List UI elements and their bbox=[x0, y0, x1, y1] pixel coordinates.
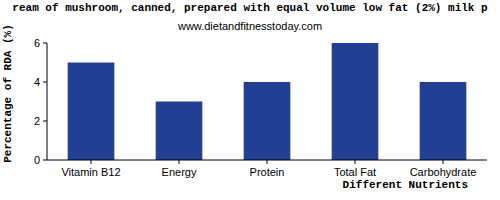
chart-svg: ream of mushroom, canned, prepared with … bbox=[0, 0, 500, 200]
subtitle: www.dietandfitnesstoday.com bbox=[177, 20, 322, 32]
x-tick bbox=[355, 160, 356, 164]
x-tick-label: Protein bbox=[250, 166, 285, 178]
x-tick bbox=[179, 160, 180, 164]
x-tick bbox=[267, 160, 268, 164]
bar bbox=[156, 102, 203, 161]
y-axis bbox=[47, 43, 48, 160]
x-tick-label: Energy bbox=[162, 166, 197, 178]
y-axis-label: Percentage of RDA (%) bbox=[2, 24, 14, 163]
title: ream of mushroom, canned, prepared with … bbox=[12, 2, 488, 14]
y-tick-label: 0 bbox=[34, 154, 40, 166]
bars bbox=[68, 43, 467, 160]
y-tick-label: 4 bbox=[34, 76, 40, 88]
chart-container: ream of mushroom, canned, prepared with … bbox=[0, 0, 500, 200]
y-tick-label: 2 bbox=[34, 115, 40, 127]
bar bbox=[244, 82, 291, 160]
y-tick bbox=[43, 43, 47, 44]
y-tick bbox=[43, 82, 47, 83]
y-tick bbox=[43, 160, 47, 161]
y-tick-label: 6 bbox=[34, 37, 40, 49]
bar bbox=[68, 63, 115, 161]
x-axis-label: Different Nutrients bbox=[343, 179, 468, 191]
y-tick bbox=[43, 121, 47, 122]
x-tick bbox=[91, 160, 92, 164]
bar bbox=[332, 43, 379, 160]
x-tick-label: Total Fat bbox=[334, 166, 376, 178]
x-axis bbox=[47, 160, 487, 161]
bar bbox=[420, 82, 467, 160]
x-tick bbox=[443, 160, 444, 164]
x-tick-label: Carbohydrate bbox=[410, 166, 477, 178]
x-tick-label: Vitamin B12 bbox=[61, 166, 120, 178]
